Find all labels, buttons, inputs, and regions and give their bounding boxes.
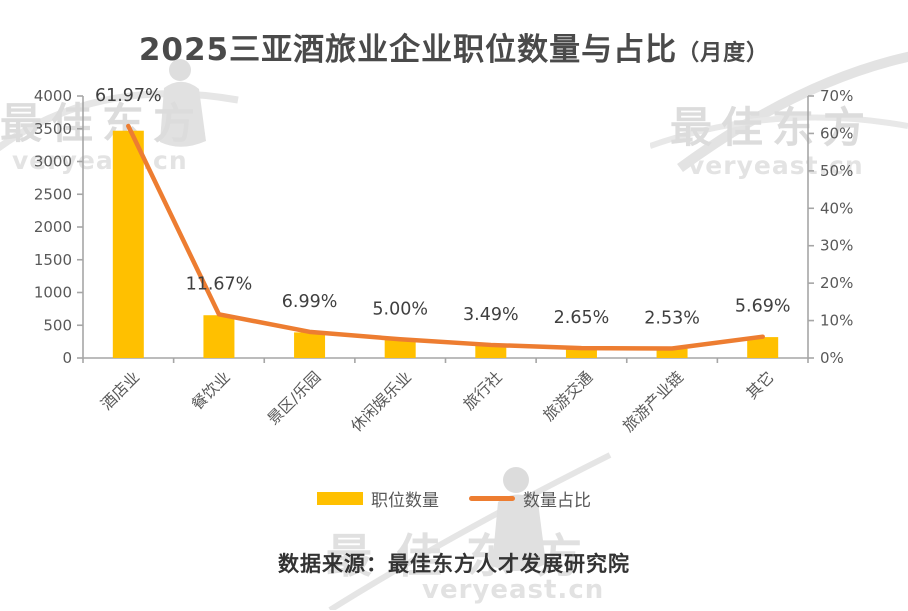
category-label: 酒店业 bbox=[98, 368, 144, 414]
left-axis-tick-label: 3000 bbox=[34, 153, 72, 171]
bar bbox=[384, 339, 416, 358]
bar bbox=[656, 348, 688, 358]
data-label: 11.67% bbox=[186, 274, 253, 294]
bar bbox=[294, 332, 326, 358]
category-label: 景区/乐园 bbox=[264, 368, 324, 428]
legend: 职位数量 数量占比 bbox=[0, 486, 908, 511]
chart-title: 2025三亚酒旅业企业职位数量与占比（月度） bbox=[0, 24, 908, 69]
category-label: 其它 bbox=[743, 368, 778, 403]
bar bbox=[112, 130, 144, 358]
right-axis-tick-label: 70% bbox=[820, 87, 853, 105]
left-axis-tick-label: 0 bbox=[62, 349, 72, 367]
category-label: 餐饮业 bbox=[188, 368, 234, 414]
left-axis-tick-label: 1000 bbox=[34, 284, 72, 302]
right-axis-tick-label: 60% bbox=[820, 124, 853, 142]
data-label: 2.53% bbox=[644, 309, 700, 329]
chart-title-main: 2025三亚酒旅业企业职位数量与占比 bbox=[138, 32, 678, 68]
right-axis-tick-label: 50% bbox=[820, 162, 853, 180]
category-label: 旅游产业链 bbox=[619, 368, 687, 436]
bar bbox=[747, 337, 779, 358]
right-axis-tick-label: 40% bbox=[820, 199, 853, 217]
line-series-swatch bbox=[469, 496, 515, 501]
legend-label-share: 数量占比 bbox=[523, 491, 591, 511]
category-label: 旅游交通 bbox=[540, 368, 597, 425]
category-label: 休闲娱乐业 bbox=[347, 368, 415, 436]
left-axis-tick-label: 500 bbox=[43, 316, 72, 334]
left-axis-tick-label: 2000 bbox=[34, 218, 72, 236]
chart-title-suffix: （月度） bbox=[677, 41, 770, 66]
bar bbox=[565, 348, 597, 358]
legend-label-positions: 职位数量 bbox=[371, 491, 439, 511]
data-label: 5.00% bbox=[372, 299, 428, 319]
source-note: 数据来源：最佳东方人才发展研究院 bbox=[278, 552, 630, 576]
bar-series-swatch bbox=[317, 492, 363, 505]
data-label: 5.69% bbox=[735, 297, 791, 317]
right-axis-tick-label: 0% bbox=[820, 349, 844, 367]
bar bbox=[475, 345, 507, 358]
left-axis-tick-label: 1500 bbox=[34, 251, 72, 269]
right-axis-tick-label: 20% bbox=[820, 274, 853, 292]
data-label: 6.99% bbox=[282, 292, 338, 312]
data-label: 3.49% bbox=[463, 305, 519, 325]
left-axis-tick-label: 2500 bbox=[34, 185, 72, 203]
right-axis-tick-label: 30% bbox=[820, 237, 853, 255]
left-axis-tick-label: 4000 bbox=[34, 87, 72, 105]
data-label: 2.65% bbox=[554, 308, 610, 328]
legend-item-positions: 职位数量 bbox=[317, 486, 439, 511]
data-label: 61.97% bbox=[95, 86, 162, 106]
line-series bbox=[126, 123, 765, 351]
legend-item-share: 数量占比 bbox=[469, 486, 591, 511]
bar bbox=[203, 315, 235, 358]
left-axis-tick-label: 3500 bbox=[34, 120, 72, 138]
category-label: 旅行社 bbox=[460, 368, 506, 414]
right-axis-tick-label: 10% bbox=[820, 312, 853, 330]
